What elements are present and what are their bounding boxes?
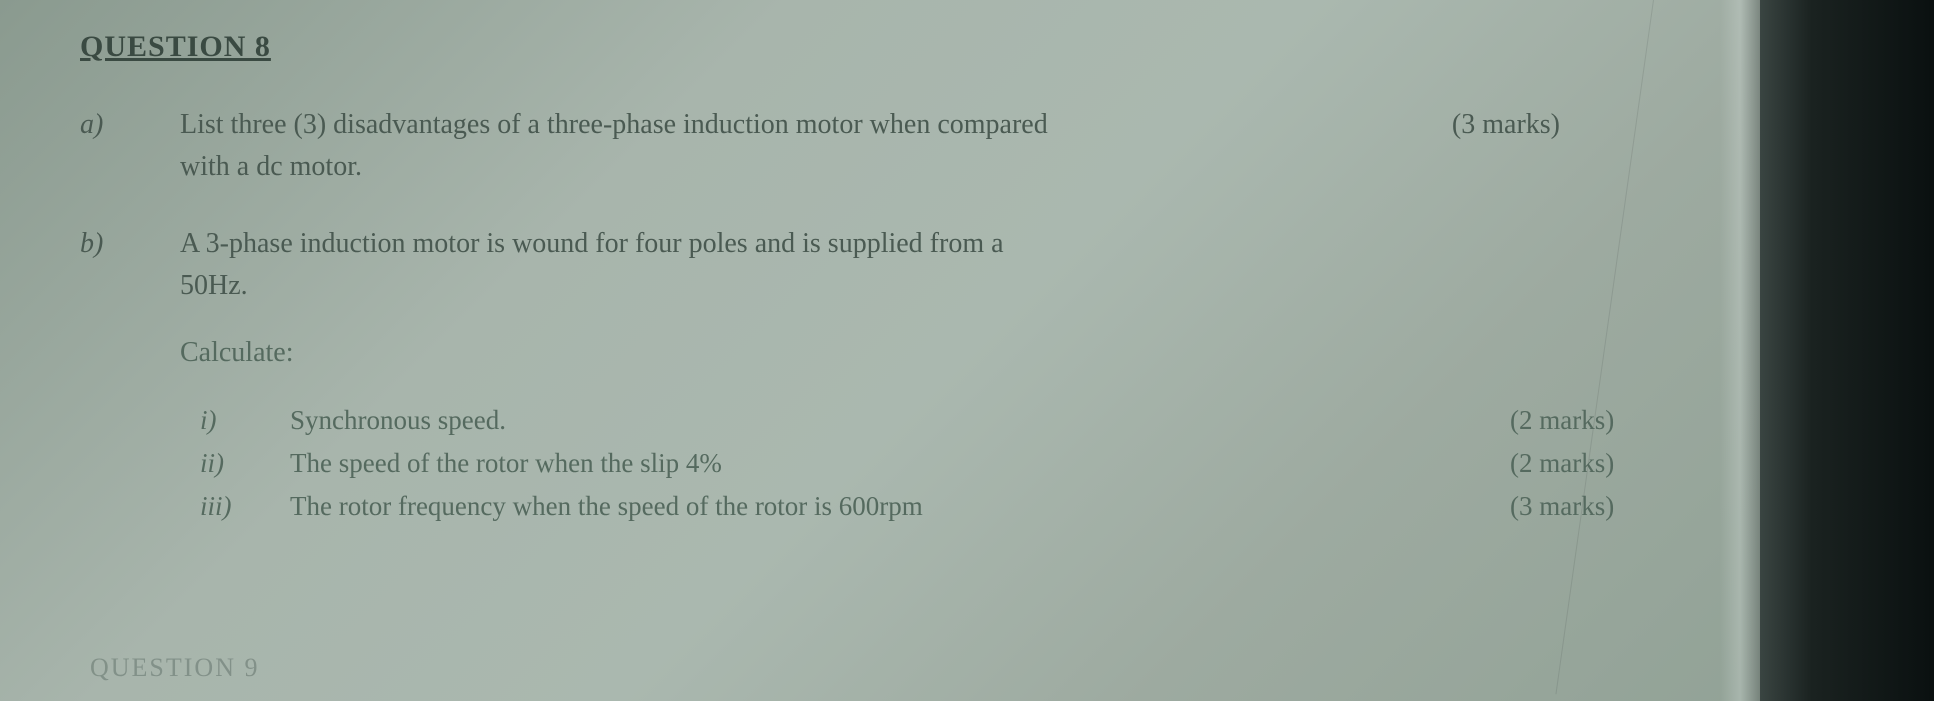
subpart-i: i) Synchronous speed. (2 marks) (200, 399, 1680, 442)
part-b-label: b) (80, 223, 180, 529)
subpart-i-label: i) (200, 399, 290, 442)
part-a-label: a) (80, 104, 180, 188)
subpart-i-text: Synchronous speed. (290, 399, 1480, 442)
subpart-ii: ii) The speed of the rotor when the slip… (200, 442, 1680, 485)
subpart-ii-marks: (2 marks) (1480, 442, 1680, 485)
part-b-content: A 3-phase induction motor is wound for f… (180, 223, 1680, 529)
subpart-iii: iii) The rotor frequency when the speed … (200, 485, 1680, 528)
subpart-ii-label: ii) (200, 442, 290, 485)
subpart-iii-marks: (3 marks) (1480, 485, 1680, 528)
subpart-iii-label: iii) (200, 485, 290, 528)
part-a-content: List three (3) disadvantages of a three-… (180, 104, 1680, 188)
calculate-label: Calculate: (180, 332, 1680, 374)
screen-dark-edge (1760, 0, 1934, 701)
part-b-text: A 3-phase induction motor is wound for f… (180, 223, 1680, 307)
subparts-container: i) Synchronous speed. (2 marks) ii) The … (180, 399, 1680, 529)
part-a: a) List three (3) disadvantages of a thr… (80, 104, 1680, 188)
part-b: b) A 3-phase induction motor is wound fo… (80, 223, 1680, 529)
next-question-header: QUESTION 9 (90, 653, 260, 683)
part-a-line2: with a dc motor. (180, 151, 362, 182)
subpart-i-marks: (2 marks) (1480, 399, 1680, 442)
part-a-line1: List three (3) disadvantages of a three-… (180, 109, 1048, 140)
part-a-marks: (3 marks) (1452, 104, 1560, 146)
part-b-line2: 50Hz. (180, 270, 248, 301)
part-b-line1: A 3-phase induction motor is wound for f… (180, 228, 1004, 259)
subpart-iii-text: The rotor frequency when the speed of th… (290, 485, 1480, 528)
question-header: QUESTION 8 (80, 30, 1680, 64)
subpart-ii-text: The speed of the rotor when the slip 4% (290, 442, 1480, 485)
exam-page: QUESTION 8 a) List three (3) disadvantag… (0, 0, 1760, 701)
